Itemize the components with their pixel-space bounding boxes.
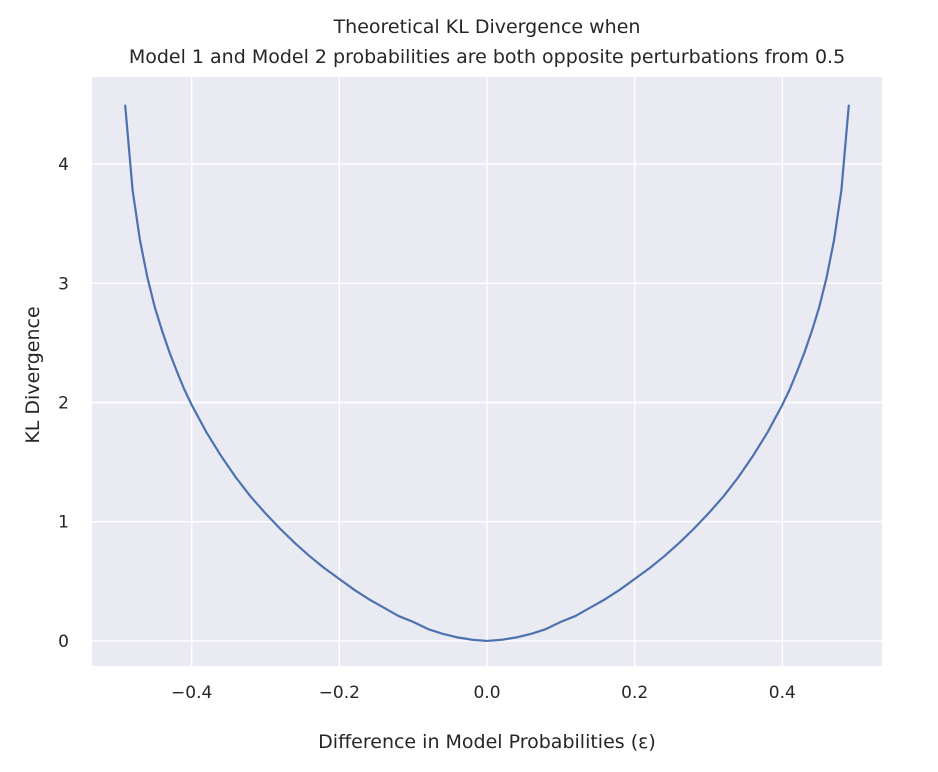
x-tick-label: 0.4	[769, 683, 796, 703]
kl-divergence-line	[124, 104, 850, 643]
y-tick-labels: 0 1 2 3 4	[58, 155, 69, 652]
x-tick-label: 0.0	[473, 683, 500, 703]
y-axis-label: KL Divergence	[22, 306, 44, 443]
chart-title-line-1: Theoretical KL Divergence when	[333, 16, 641, 38]
series-layer	[124, 104, 850, 643]
x-axis-label: Difference in Model Probabilities (ε)	[318, 731, 656, 753]
x-tick-label: −0.2	[319, 683, 360, 703]
x-tick-labels: −0.4 −0.2 0.0 0.2 0.4	[171, 683, 796, 703]
y-tick-label: 1	[58, 513, 69, 533]
y-tick-label: 2	[58, 394, 69, 414]
y-tick-label: 4	[58, 155, 69, 175]
x-tick-label: −0.4	[171, 683, 212, 703]
y-tick-label: 0	[58, 632, 69, 652]
y-tick-label: 3	[58, 274, 69, 294]
chart-title-line-2: Model 1 and Model 2 probabilities are bo…	[129, 46, 845, 68]
x-tick-label: 0.2	[621, 683, 648, 703]
